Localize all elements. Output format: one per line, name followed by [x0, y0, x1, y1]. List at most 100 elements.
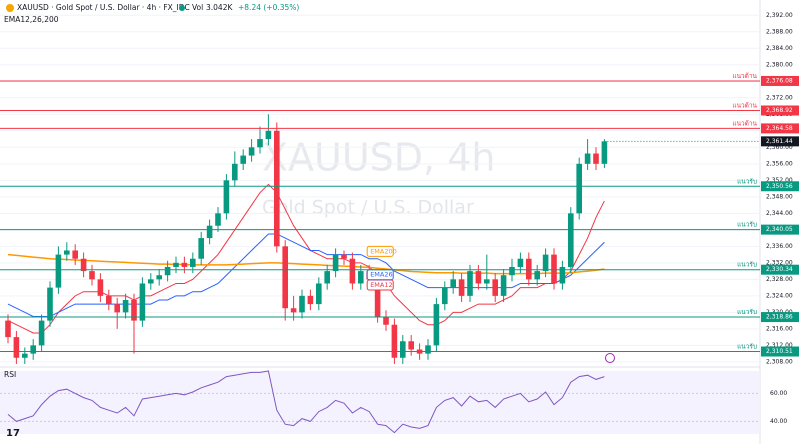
ema-label: EMA200: [366, 245, 397, 257]
candle-body: [383, 316, 389, 325]
level-tag-label: 2,350.56: [766, 183, 793, 190]
candle-body: [232, 163, 238, 181]
candle-body: [47, 287, 53, 321]
level-tag-label: 2,368.92: [766, 107, 793, 114]
candle-body: [324, 271, 330, 284]
y-tick-label: 2,316.00: [766, 325, 793, 332]
level-tag-label: 2,340.05: [766, 226, 793, 233]
candle-body: [400, 341, 406, 358]
candle-body: [458, 279, 465, 296]
candle-body: [358, 271, 364, 284]
ema-label-text: EMA26: [370, 271, 392, 279]
candle-body: [442, 287, 448, 305]
candle-body: [206, 225, 213, 239]
rsi-line: [7, 370, 605, 434]
market-status: [179, 5, 185, 11]
y-tick-label: 2,352.00: [766, 177, 793, 184]
level-text: แนวต้าน: [732, 102, 757, 110]
candle-body: [257, 139, 263, 148]
header-title: XAUUSD · Gold Spot / U.S. Dollar · 4h · …: [17, 3, 190, 12]
candle-body: [290, 308, 297, 313]
last-price-tag: [761, 136, 799, 147]
candle-body: [433, 304, 440, 346]
candle-body: [122, 299, 129, 313]
candle-body: [22, 353, 28, 358]
candle-body: [240, 155, 246, 164]
volume-value: 3.042K: [206, 3, 233, 12]
volume-label: Vol: [192, 3, 203, 12]
level-text: แนวรับ: [737, 177, 757, 185]
level-text: แนวรับ: [737, 343, 757, 351]
candle-body: [139, 283, 146, 321]
level-text: แนวรับ: [737, 308, 757, 316]
candle-body: [248, 147, 255, 156]
candle-body: [349, 258, 356, 284]
symbol-icon: [6, 4, 14, 12]
rsi-tick-label: 60.00: [770, 390, 787, 397]
level-tag-label: 2,310.51: [766, 348, 793, 355]
level-text: แนวรับ: [737, 261, 757, 269]
candle-body: [509, 266, 515, 276]
candle-body: [559, 266, 566, 284]
candle-body: [593, 153, 599, 164]
candle-body: [89, 271, 95, 280]
candle-body: [55, 254, 62, 288]
level-text: แนวต้าน: [732, 119, 757, 127]
change: +8.24 (+0.35%): [238, 3, 299, 12]
rsi-tick-label: 40.00: [770, 418, 787, 425]
candle-body: [450, 279, 456, 288]
candle-body: [542, 254, 549, 272]
last-price-label: 2,361.44: [766, 138, 793, 145]
rsi-label: RSI: [4, 370, 16, 379]
candle-body: [391, 324, 398, 358]
y-tick-label: 2,360.00: [766, 144, 793, 151]
candle-body: [181, 262, 188, 267]
candle-body: [500, 275, 507, 296]
level-tag: [761, 346, 799, 357]
y-tick-label: 2,336.00: [766, 243, 793, 250]
ema-label-text: EMA200: [370, 247, 397, 255]
level-tag: [761, 224, 799, 235]
y-tick-label: 2,384.00: [766, 45, 793, 52]
candle-body: [114, 304, 120, 313]
candle-body: [265, 130, 272, 140]
candle-body: [601, 141, 608, 164]
candle-body: [13, 337, 20, 358]
level-tag: [761, 312, 799, 323]
candle-body: [551, 254, 557, 284]
candle-body: [156, 275, 162, 280]
level-text: แนวต้าน: [732, 72, 757, 80]
event-icon: [605, 353, 615, 363]
candle-body: [215, 213, 221, 226]
ema-label-text: EMA12: [370, 281, 392, 289]
candle-body: [38, 320, 45, 346]
y-tick-label: 2,372.00: [766, 94, 793, 101]
level-tag: [761, 181, 799, 192]
candle-body: [467, 271, 473, 296]
candle-body: [534, 271, 540, 280]
candle-body: [517, 258, 524, 267]
level-tag-label: 2,318.86: [766, 314, 793, 321]
candle-body: [5, 320, 11, 338]
y-tick-label: 2,312.00: [766, 342, 793, 349]
ema-line: [7, 253, 605, 275]
candle-body: [72, 250, 78, 259]
indicator-label: EMA12,26,200: [4, 15, 59, 24]
level-tag: [761, 264, 799, 275]
candle-body: [307, 295, 314, 305]
candle-body: [164, 266, 171, 276]
y-tick-label: 2,328.00: [766, 276, 793, 283]
candle-body: [97, 279, 104, 296]
candle-body: [190, 258, 196, 267]
candle-body: [198, 238, 204, 259]
candle-body: [106, 295, 112, 305]
y-tick-label: 2,344.00: [766, 210, 793, 217]
candle-body: [299, 295, 305, 313]
y-tick-label: 2,332.00: [766, 259, 793, 266]
candle-body: [341, 254, 347, 259]
y-tick-label: 2,308.00: [766, 358, 793, 365]
logo: 17: [6, 428, 20, 439]
y-tick-label: 2,380.00: [766, 61, 793, 68]
watermark: XAUUSD, 4h: [262, 136, 495, 180]
